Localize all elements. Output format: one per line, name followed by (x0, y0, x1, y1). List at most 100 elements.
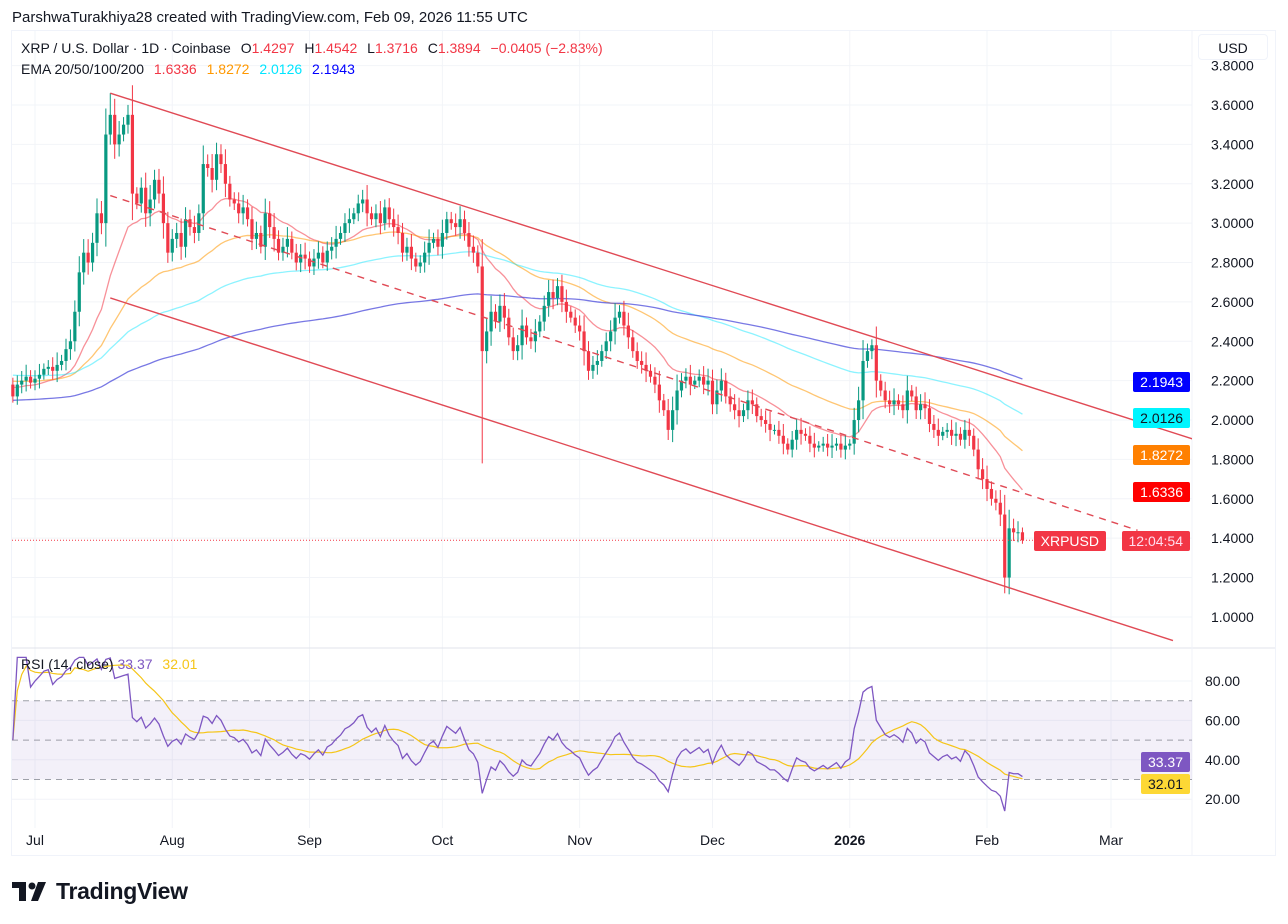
candle-up (675, 390, 679, 411)
candle-up (1016, 532, 1020, 534)
candle-up (33, 378, 37, 383)
candle-down (157, 179, 161, 194)
candle-up (431, 238, 436, 243)
rsi-tick-label: 60.00 (1205, 712, 1240, 728)
candle-up (73, 311, 77, 342)
candle-up (843, 445, 847, 450)
candle-up (361, 199, 365, 204)
currency-button[interactable]: USD (1198, 34, 1268, 60)
price-tick-label: 3.4000 (1211, 136, 1254, 152)
symbol-title[interactable]: XRP / U.S. Dollar · 1D · Coinbase (21, 40, 231, 56)
time-tick-label: Feb (975, 832, 999, 848)
candle-up (613, 317, 617, 332)
chart-frame (11, 30, 1276, 856)
candle-up (830, 445, 834, 448)
candle-down (467, 232, 471, 247)
candle-up (95, 213, 99, 243)
candle-up (693, 380, 697, 385)
candle-down (980, 469, 985, 480)
candle-down (99, 213, 104, 224)
candle-down (210, 168, 214, 180)
candle-up (241, 207, 245, 214)
time-tick-label: 2026 (834, 832, 865, 848)
candle-down (936, 429, 940, 436)
candle-up (356, 203, 360, 214)
time-tick-label: Aug (160, 832, 185, 848)
candle-up (152, 179, 157, 200)
candle-up (325, 250, 329, 263)
candle-down (569, 311, 573, 318)
candle-down (179, 232, 183, 247)
candle-up (214, 154, 219, 180)
time-tick-label: Mar (1099, 832, 1123, 848)
price-tick-label: 2.6000 (1211, 294, 1254, 310)
candle-up (772, 429, 777, 431)
candle-down (737, 410, 741, 417)
rsi-tick-label: 40.00 (1205, 752, 1240, 768)
candle-down (578, 325, 582, 332)
candle-down (874, 345, 878, 381)
candle-up (520, 325, 524, 346)
candle-up (183, 219, 188, 247)
candle-up (954, 433, 958, 436)
channel-upper-trendline (110, 92, 1192, 440)
candle-down (728, 396, 732, 405)
candle-down (1003, 514, 1007, 578)
candle-down (188, 219, 192, 228)
ema50-value: 1.8272 (206, 61, 250, 77)
ema20-value: 1.6336 (153, 61, 197, 77)
candle-down (759, 416, 763, 421)
candle-up (516, 345, 520, 352)
candle-up (604, 341, 608, 352)
candle-up (861, 360, 865, 401)
candle-down (812, 443, 816, 448)
candle-up (24, 376, 28, 381)
candle-down (507, 317, 511, 338)
candle-up (600, 351, 604, 361)
candle-down (994, 498, 998, 503)
candle-down (272, 227, 276, 239)
price-tick-label: 3.0000 (1211, 215, 1254, 231)
time-tick-label: Oct (431, 832, 453, 848)
candle-down (493, 311, 498, 322)
ema-label[interactable]: EMA 20/50/100/200 (21, 61, 144, 77)
candle-down (449, 219, 453, 224)
candle-down (914, 396, 918, 411)
candle-up (126, 114, 130, 125)
candle-down (400, 232, 405, 253)
candle-down (113, 114, 117, 145)
candle-down (130, 114, 135, 194)
candle-up (715, 390, 719, 405)
candle-down (927, 408, 932, 424)
candle-up (870, 345, 874, 352)
rsi-label[interactable]: RSI (14, close) (21, 656, 114, 672)
candle-up (679, 380, 684, 391)
candle-down (586, 351, 591, 371)
candle-up (919, 404, 923, 411)
candle-up (941, 431, 945, 436)
candle-down (392, 219, 396, 228)
candle-up (440, 232, 444, 247)
candle-down (808, 435, 812, 444)
candle-down (223, 164, 228, 184)
candle-up (64, 349, 68, 361)
candle-up (795, 429, 799, 440)
candle-down (206, 164, 210, 169)
candle-down (781, 435, 785, 444)
candle-up (55, 364, 59, 371)
price-tick-label: 1.0000 (1211, 609, 1254, 625)
tradingview-logo[interactable]: TradingView (12, 876, 188, 906)
candle-up (746, 400, 750, 411)
rsi-line (12, 656, 1023, 812)
candle-down (750, 400, 754, 405)
candle-up (834, 443, 839, 446)
candle-up (108, 114, 112, 135)
candle-up (148, 199, 152, 214)
candle-up (485, 331, 489, 352)
candle-down (321, 252, 325, 263)
candle-down (799, 429, 803, 434)
candle-up (201, 164, 205, 214)
candle-down (662, 400, 666, 411)
candle-up (547, 292, 551, 306)
